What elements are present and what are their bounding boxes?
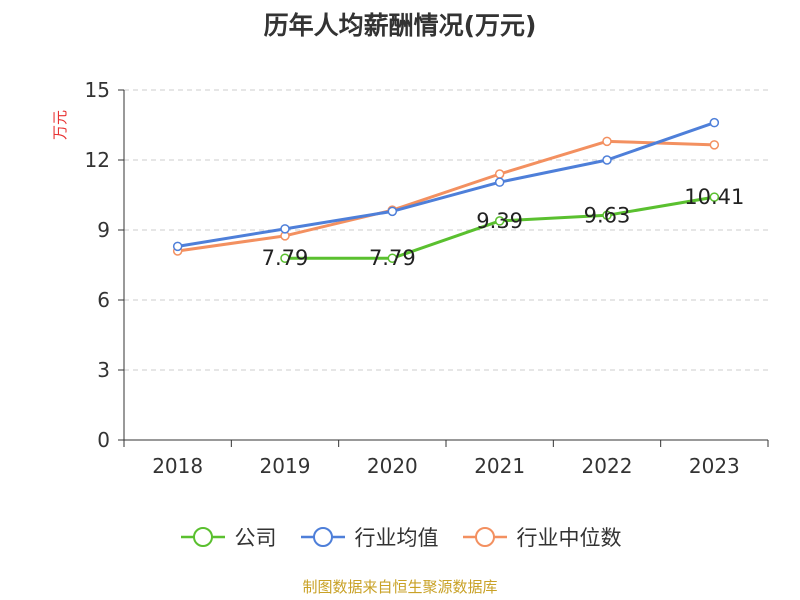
data-point-industry-mean [494,177,505,187]
data-label: 7.79 [369,246,416,270]
chart-title: 历年人均薪酬情况(万元) [263,11,537,40]
legend-item-industry-median[interactable]: 行业中位数 [461,522,622,552]
legend-marker-industry-mean [300,527,345,547]
data-point-company [709,192,720,202]
data-label: 9.63 [584,203,631,227]
data-label: 9.39 [476,209,523,233]
source-footer: 制图数据来自恒生聚源数据库 [302,578,498,596]
data-point-industry-mean [602,155,612,165]
x-tick-label: 2018 [152,454,203,478]
legend: 公司 行业均值 行业中位数 [0,522,800,552]
data-point-industry-mean [709,117,720,128]
data-point-company [387,253,398,263]
legend-marker-company [180,527,225,547]
x-tick-label: 2023 [689,454,740,478]
legend-item-industry-mean[interactable]: 行业均值 [299,522,439,552]
legend-label-industry-median: 行业中位数 [516,526,622,550]
legend-item-company[interactable]: 公司 [179,522,277,552]
data-label: 10.41 [684,185,744,209]
x-tick-label: 2020 [367,454,418,478]
legend-label-company: 公司 [234,526,277,550]
x-tick-label: 2022 [582,454,633,478]
data-point-industry-mean [280,224,290,234]
y-tick-label: 12 [85,148,110,172]
data-point-industry-median [602,136,612,147]
data-point-industry-mean [172,241,183,252]
y-tick-label: 9 [97,218,110,242]
data-label: 7.79 [262,246,309,270]
x-tick-label: 2019 [260,454,311,478]
legend-marker-industry-median [462,527,507,547]
data-point-industry-median [709,140,720,150]
data-point-company [494,216,505,226]
y-tick-label: 3 [97,358,110,382]
y-tick-label: 15 [85,78,110,102]
legend-label-industry-mean: 行业均值 [354,526,439,550]
x-tick-label: 2021 [474,454,525,478]
series-line-industry-mean [177,121,715,248]
y-tick-label: 6 [97,288,110,312]
data-point-company [280,253,290,263]
y-tick-label: 0 [97,428,110,452]
series-line-industry-median [177,139,715,253]
data-point-industry-mean [387,206,398,217]
data-point-company [602,210,612,221]
data-point-industry-median [494,169,505,179]
